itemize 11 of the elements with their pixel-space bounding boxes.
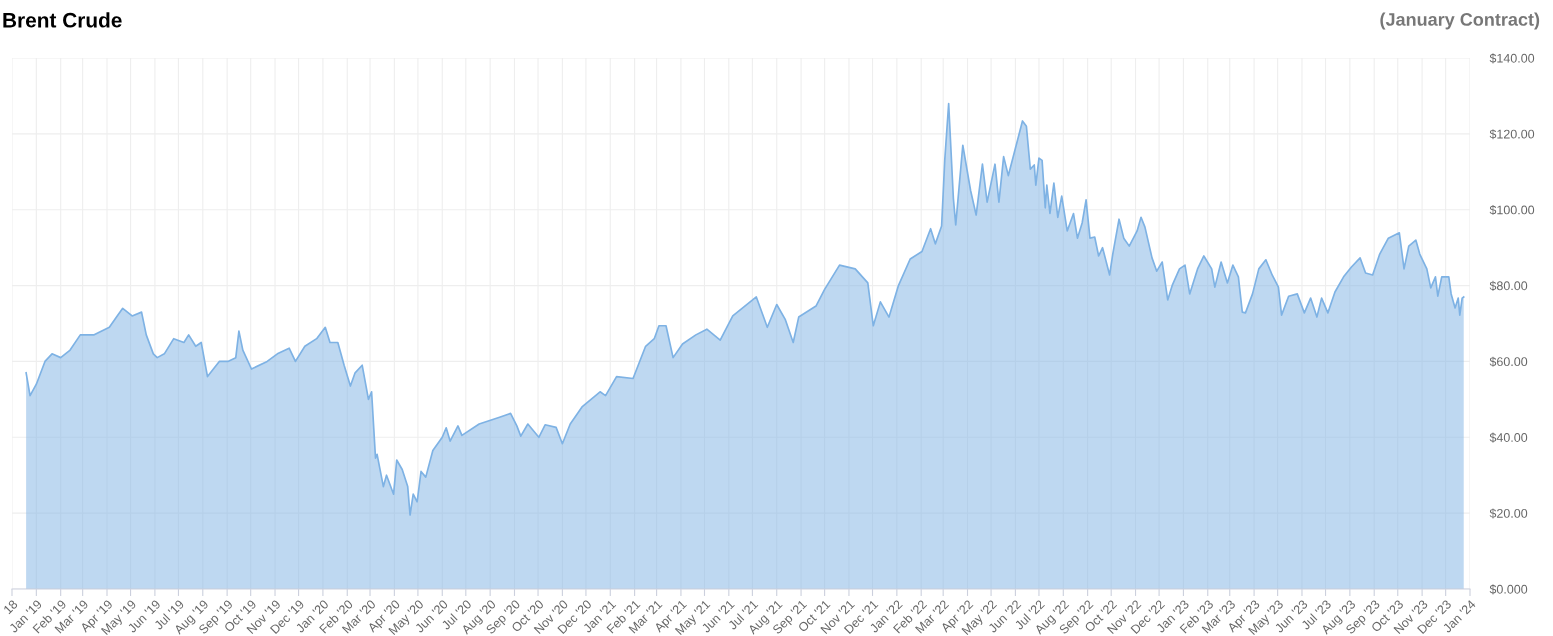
y-tick-label: $40.00 — [1489, 432, 1528, 443]
y-tick-label: $60.00 — [1489, 356, 1528, 367]
x-tick-label: 18 — [3, 599, 19, 615]
y-tick-label: $120.00 — [1489, 129, 1535, 140]
y-tick-label: $140.00 — [1489, 53, 1535, 64]
y-tick-label: $20.00 — [1489, 508, 1528, 519]
chart-title: Brent Crude — [3, 12, 122, 28]
y-tick-label: $80.00 — [1489, 280, 1528, 291]
y-tick-label: $100.00 — [1489, 204, 1535, 216]
y-tick-label: $0.000 — [1489, 584, 1528, 595]
chart-subtitle: (January Contract) — [1380, 12, 1540, 30]
